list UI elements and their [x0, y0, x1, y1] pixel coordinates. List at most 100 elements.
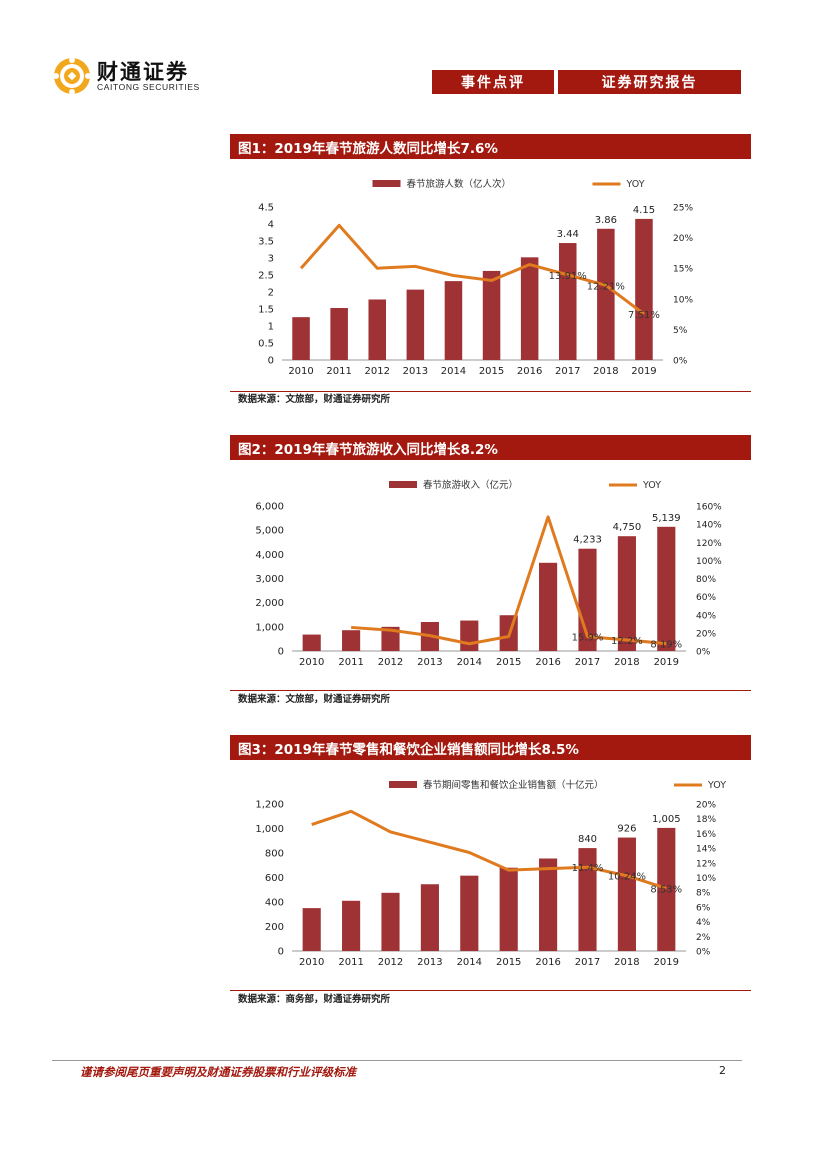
y-tick-label: 3: [268, 254, 274, 265]
y2-tick-label: 16%: [696, 830, 716, 840]
bar: [381, 892, 400, 951]
y-tick-label: 5,000: [255, 526, 284, 537]
legend-line-label: YOY: [626, 179, 645, 190]
x-tick-label: 2019: [654, 657, 679, 668]
y-tick-label: 0: [278, 647, 284, 658]
x-tick-label: 2011: [326, 366, 351, 377]
x-tick-label: 2019: [654, 957, 679, 968]
bar: [520, 257, 539, 360]
y2-tick-label: 10%: [673, 295, 693, 305]
bar: [406, 289, 425, 360]
x-tick-label: 2018: [614, 657, 639, 668]
yoy-value-label: 15.9%: [572, 633, 604, 644]
x-tick-label: 2013: [403, 366, 428, 377]
y-tick-label: 400: [265, 898, 284, 909]
y2-tick-label: 14%: [696, 845, 716, 855]
x-tick-label: 2015: [496, 957, 521, 968]
bar: [635, 218, 653, 360]
y2-tick-label: 100%: [696, 557, 722, 567]
caitong-logo: 财通证券 CAITONG SECURITIES: [52, 56, 232, 96]
y-tick-label: 0: [278, 947, 284, 958]
y2-tick-label: 8%: [696, 889, 711, 899]
footer-disclaimer: 谨请参阅尾页重要声明及财通证券股票和行业评级标准: [80, 1065, 356, 1079]
x-tick-label: 2012: [365, 366, 390, 377]
legend-bar-label: 春节期间零售和餐饮企业销售额（十亿元）: [423, 779, 604, 791]
y-tick-label: 0.5: [258, 339, 274, 350]
bar: [499, 867, 518, 951]
x-tick-label: 2015: [479, 366, 504, 377]
bar: [444, 281, 463, 360]
x-tick-label: 2014: [441, 366, 466, 377]
bar: [460, 875, 479, 951]
y2-tick-label: 25%: [673, 204, 693, 214]
y-tick-label: 2: [268, 288, 274, 299]
y-tick-label: 3,000: [255, 574, 284, 585]
y2-tick-label: 10%: [696, 874, 716, 884]
x-tick-label: 2013: [417, 957, 442, 968]
y2-tick-label: 120%: [696, 539, 722, 549]
y2-tick-label: 0%: [696, 648, 711, 658]
x-tick-label: 2017: [575, 957, 600, 968]
bar: [617, 837, 636, 951]
legend-bar-swatch: [389, 481, 417, 488]
figure-2-divider: [230, 690, 751, 691]
figure-1-source: 数据来源：文旅部，财通证券研究所: [238, 394, 391, 405]
x-tick-label: 2010: [299, 957, 324, 968]
figure-1-title: 图1：2019年春节旅游人数同比增长7.6%: [230, 134, 751, 159]
yoy-value-label: 12.21%: [587, 281, 625, 292]
y-tick-label: 1: [268, 322, 274, 333]
legend-line-label: YOY: [642, 480, 661, 491]
x-tick-label: 2011: [338, 657, 363, 668]
bar: [657, 827, 676, 951]
y2-tick-label: 15%: [673, 265, 693, 275]
x-tick-label: 2015: [496, 657, 521, 668]
x-tick-label: 2018: [593, 366, 618, 377]
y2-tick-label: 20%: [673, 234, 693, 244]
y-tick-label: 3.5: [258, 237, 274, 248]
bar: [302, 908, 321, 951]
x-tick-label: 2012: [378, 957, 403, 968]
bar: [368, 299, 387, 360]
bar-value-label: 3.86: [595, 215, 617, 226]
bar-value-label: 4,233: [573, 535, 602, 546]
report-type-tag: 事件点评: [432, 70, 554, 94]
y-tick-label: 1,000: [255, 622, 284, 633]
bar: [342, 630, 361, 651]
x-tick-label: 2013: [417, 657, 442, 668]
figure-2-chart: 春节旅游收入（亿元） YOY 0 1,000 2,000 3,000 4,000 5,000 6…: [255, 479, 722, 668]
y-tick-label: 800: [265, 849, 284, 860]
figure-2-title: 图2：2019年春节旅游收入同比增长8.2%: [230, 435, 751, 460]
figure-3-divider: [230, 990, 751, 991]
bar-value-label: 840: [578, 834, 597, 845]
bar: [597, 228, 615, 360]
figure-1-divider: [230, 391, 751, 392]
y2-tick-label: 20%: [696, 801, 716, 811]
y-tick-label: 600: [265, 873, 284, 884]
x-tick-label: 2014: [457, 657, 482, 668]
figure-2-source: 数据来源：文旅部，财通证券研究所: [238, 694, 391, 705]
y-tick-label: 1,000: [255, 824, 284, 835]
y2-tick-label: 60%: [696, 593, 716, 603]
yoy-line: [311, 809, 667, 890]
bar: [292, 317, 310, 360]
y2-tick-label: 4%: [696, 918, 711, 928]
bar-value-label: 5,139: [652, 513, 681, 524]
yoy-line: [350, 515, 667, 646]
bar: [420, 884, 439, 951]
caitong-logo-icon: [53, 57, 91, 95]
x-tick-label: 2014: [457, 957, 482, 968]
x-tick-label: 2010: [288, 366, 313, 377]
bar-value-label: 4.15: [633, 205, 655, 216]
x-tick-label: 2011: [338, 957, 363, 968]
y-tick-label: 200: [265, 922, 284, 933]
legend-line-label: YOY: [707, 780, 726, 791]
y2-tick-label: 12%: [696, 859, 716, 869]
figure-3-chart: 春节期间零售和餐饮企业销售额（十亿元） YOY 0 200 400 600 800 1,000…: [255, 779, 726, 968]
page-header: 财通证券 CAITONG SECURITIES 事件点评 证券研究报告: [0, 0, 827, 110]
report-category-tag: 证券研究报告: [558, 70, 741, 94]
bar: [330, 307, 348, 360]
bar: [539, 562, 558, 651]
bar: [617, 536, 636, 651]
legend-bar-swatch: [389, 781, 417, 788]
yoy-value-label: 12.2%: [611, 636, 643, 647]
